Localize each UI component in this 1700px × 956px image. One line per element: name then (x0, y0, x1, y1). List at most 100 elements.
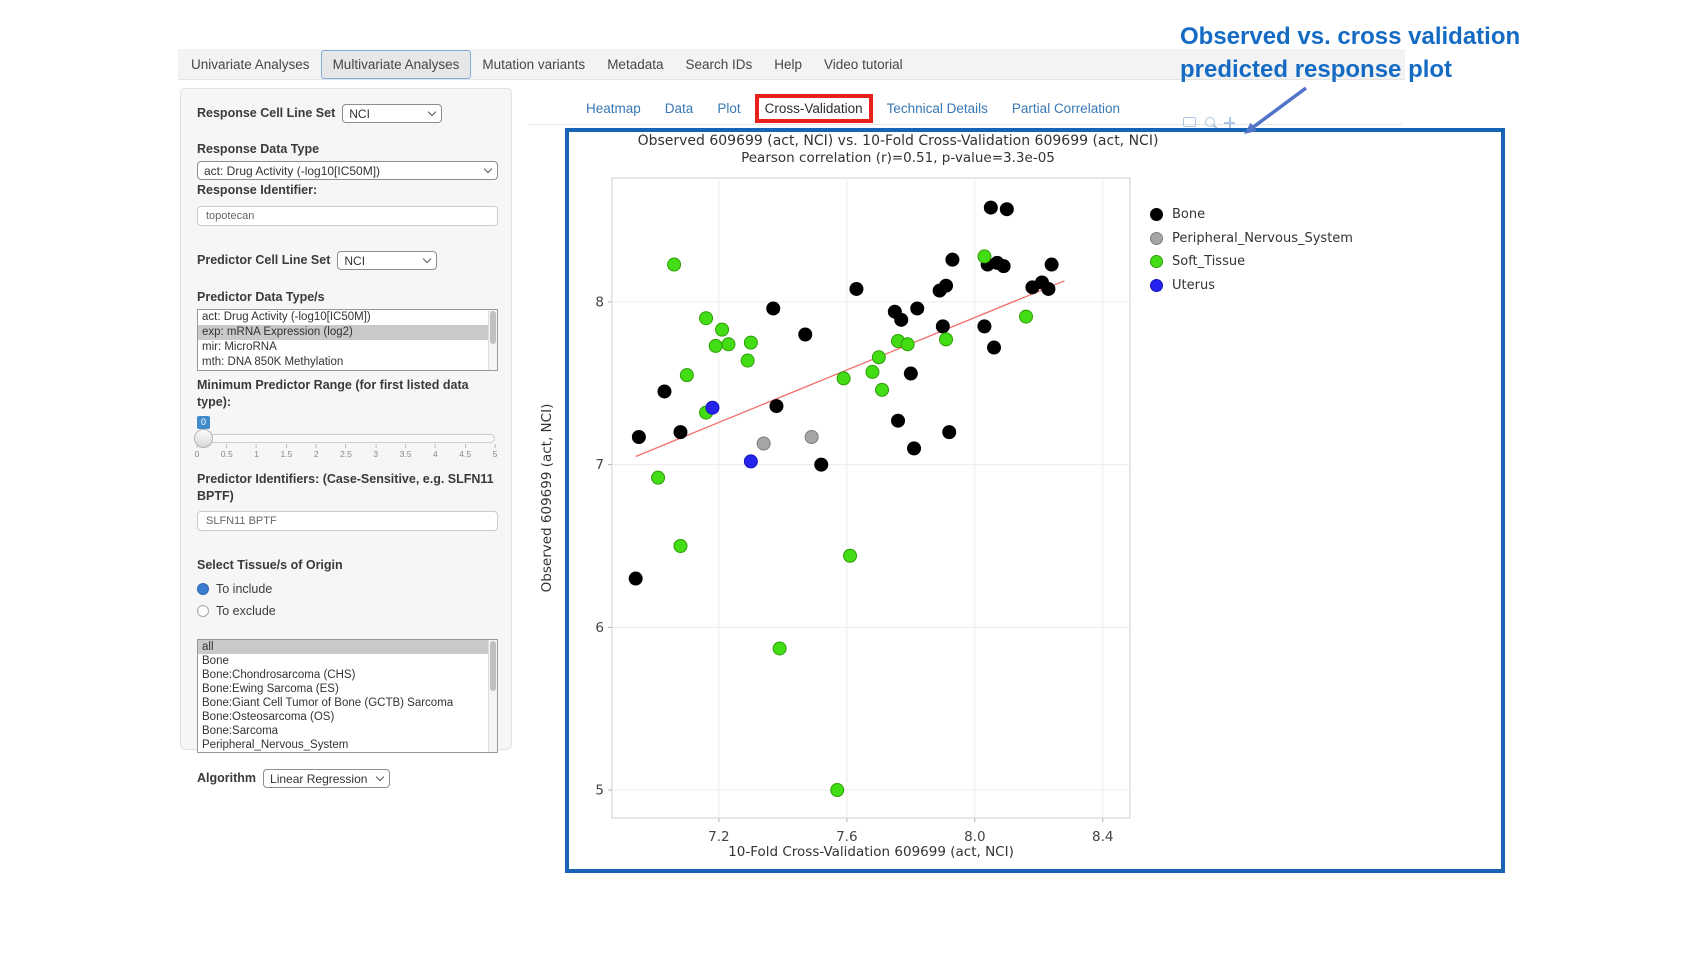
tissue-option-bone-giant-cell-tumor-of-bone-gctb-sarcoma[interactable]: Bone:Giant Cell Tumor of Bone (GCTB) Sar… (202, 697, 454, 709)
slider-track[interactable] (197, 434, 495, 443)
slider-tick: 4 (433, 444, 438, 459)
scatter-point-soft-tissue[interactable] (1019, 309, 1034, 324)
scatter-point-soft-tissue[interactable] (743, 335, 758, 350)
scatter-point-soft-tissue[interactable] (708, 338, 723, 353)
data-type-option-act-drug-activity-log10-ic50m[interactable]: act: Drug Activity (-log10[IC50M]) (202, 311, 371, 323)
data-type-option-exp-mrna-expression-log2[interactable]: exp: mRNA Expression (log2) (198, 325, 497, 340)
data-type-option-mth-dna-850k-methylation[interactable]: mth: DNA 850K Methylation (202, 356, 344, 368)
nav-tab-help[interactable]: Help (774, 56, 803, 72)
predictor-identifiers-input[interactable] (197, 511, 498, 531)
scatter-point-peripheral-nervous-system[interactable] (756, 436, 771, 451)
radio-button-icon[interactable] (197, 583, 209, 595)
scatter-point-bone[interactable] (983, 200, 998, 215)
scatter-point-bone[interactable] (1041, 281, 1056, 296)
scatter-point-soft-tissue[interactable] (772, 641, 787, 656)
scatter-point-bone[interactable] (849, 281, 864, 296)
scatter-point-bone[interactable] (1044, 257, 1059, 272)
scatter-point-bone[interactable] (999, 202, 1014, 217)
scatter-point-bone[interactable] (939, 278, 954, 293)
scatter-point-peripheral-nervous-system[interactable] (804, 429, 819, 444)
tissue-option-bone[interactable]: Bone (202, 655, 229, 667)
min-predictor-range-slider[interactable] (194, 429, 495, 448)
scatter-point-soft-tissue[interactable] (715, 322, 730, 337)
tab-technical-details[interactable]: Technical Details (886, 101, 988, 116)
magnifier-icon[interactable] (1205, 117, 1215, 127)
scatter-point-soft-tissue[interactable] (721, 337, 736, 352)
tab-heatmap[interactable]: Heatmap (586, 101, 641, 116)
scatter-point-bone[interactable] (894, 312, 909, 327)
scatter-point-soft-tissue[interactable] (679, 368, 694, 383)
scatter-point-bone[interactable] (907, 441, 922, 456)
scatter-point-uterus[interactable] (705, 400, 720, 415)
response-data-type-select[interactable]: act: Drug Activity (-log10[IC50M]) (197, 161, 498, 180)
scatter-point-soft-tissue[interactable] (875, 382, 890, 397)
pan-icon[interactable] (1224, 117, 1235, 128)
scatter-point-bone[interactable] (977, 319, 992, 334)
algorithm-select[interactable]: Linear Regression (263, 769, 391, 788)
scatter-point-bone[interactable] (996, 259, 1011, 274)
radio-button-icon[interactable] (197, 605, 209, 617)
scatter-point-soft-tissue[interactable] (740, 353, 755, 368)
response-identifier-input[interactable] (197, 206, 498, 226)
nav-tab-multivariate-analyses[interactable]: Multivariate Analyses (320, 49, 472, 79)
tissue-option-bone-sarcoma[interactable]: Bone:Sarcoma (202, 725, 279, 737)
scatter-point-soft-tissue[interactable] (673, 538, 688, 553)
response-cell-line-set-select[interactable]: NCI (342, 104, 443, 123)
scatter-point-bone[interactable] (987, 340, 1002, 355)
scatter-point-bone[interactable] (910, 301, 925, 316)
scatter-point-bone[interactable] (766, 301, 781, 316)
tab-plot[interactable]: Plot (717, 101, 741, 116)
scatter-point-uterus[interactable] (743, 454, 758, 469)
scatter-point-soft-tissue[interactable] (836, 371, 851, 386)
tissue-option-bone-ewing-sarcoma-es[interactable]: Bone:Ewing Sarcoma (ES) (202, 683, 339, 695)
scatter-point-soft-tissue[interactable] (667, 257, 682, 272)
legend-item-peripheral-nervous-system[interactable]: Peripheral_Nervous_System (1150, 227, 1353, 251)
nav-tab-mutation-variants[interactable]: Mutation variants (482, 56, 586, 72)
nav-tab-univariate-analyses[interactable]: Univariate Analyses (191, 56, 310, 72)
scatter-point-bone[interactable] (798, 327, 813, 342)
scatter-point-soft-tissue[interactable] (843, 548, 858, 563)
legend-item-bone[interactable]: Bone (1150, 203, 1353, 227)
scatter-point-soft-tissue[interactable] (699, 311, 714, 326)
nav-tab-metadata[interactable]: Metadata (607, 56, 664, 72)
tab-data[interactable]: Data (664, 101, 694, 116)
scatter-point-bone[interactable] (814, 457, 829, 472)
scatter-point-soft-tissue[interactable] (830, 783, 845, 798)
scatter-point-bone[interactable] (657, 384, 672, 399)
scatter-point-bone[interactable] (891, 413, 906, 428)
data-type-option-mir-microrna[interactable]: mir: MicroRNA (202, 341, 277, 353)
scatter-point-bone[interactable] (628, 571, 643, 586)
scrollbar[interactable] (488, 310, 497, 370)
nav-tab-search-ids[interactable]: Search IDs (685, 56, 753, 72)
tab-cross-validation[interactable]: Cross-Validation (754, 94, 873, 123)
slider-tick: 3 (373, 444, 378, 459)
predictor-cell-line-set-select[interactable]: NCI (337, 251, 438, 270)
scatter-point-bone[interactable] (631, 429, 646, 444)
scatter-point-soft-tissue[interactable] (977, 249, 992, 264)
tissue-radio-to-include[interactable]: To include (197, 582, 495, 596)
scatter-point-soft-tissue[interactable] (871, 350, 886, 365)
tab-partial-correlation[interactable]: Partial Correlation (1011, 101, 1120, 116)
scatter-point-soft-tissue[interactable] (651, 470, 666, 485)
scatter-point-bone[interactable] (673, 425, 688, 440)
camera-icon[interactable] (1183, 117, 1196, 127)
nav-tab-video-tutorial[interactable]: Video tutorial (824, 56, 903, 72)
slider-handle[interactable] (194, 429, 213, 448)
tissue-option-all[interactable]: all (198, 640, 497, 654)
scatter-point-bone[interactable] (942, 425, 957, 440)
scrollbar[interactable] (488, 640, 497, 752)
legend-item-soft-tissue[interactable]: Soft_Tissue (1150, 250, 1353, 274)
scatter-point-soft-tissue[interactable] (939, 332, 954, 347)
scatter-point-bone[interactable] (769, 399, 784, 414)
tissue-radio-to-exclude[interactable]: To exclude (197, 604, 495, 618)
tissue-option-bone-osteosarcoma-os[interactable]: Bone:Osteosarcoma (OS) (202, 711, 335, 723)
tissue-option-peripheral-nervous-system[interactable]: Peripheral_Nervous_System (202, 739, 349, 751)
scatter-point-soft-tissue[interactable] (865, 364, 880, 379)
scatter-point-soft-tissue[interactable] (900, 337, 915, 352)
scatter-point-bone[interactable] (945, 252, 960, 267)
response-cell-line-set-value: NCI (349, 106, 370, 121)
tissue-option-bone-chondrosarcoma-chs[interactable]: Bone:Chondrosarcoma (CHS) (202, 669, 356, 681)
legend-item-uterus[interactable]: Uterus (1150, 274, 1353, 298)
scatter-point-bone[interactable] (935, 319, 950, 334)
scatter-point-bone[interactable] (903, 366, 918, 381)
